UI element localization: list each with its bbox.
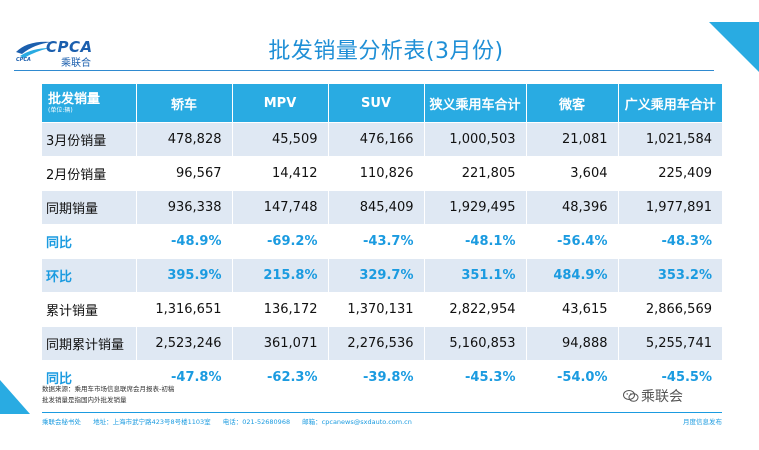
- table-cell: 110,826: [327, 156, 424, 191]
- table-cell: 225,409: [617, 156, 722, 191]
- column-header: MPV: [231, 84, 328, 123]
- table-cell: 1,370,131: [327, 292, 424, 327]
- table-row: 同比 -48.9% -69.2% -43.7% -48.1% -56.4% -4…: [42, 224, 722, 259]
- row-label: 同期销量: [42, 190, 136, 225]
- table-cell: 94,888: [525, 326, 618, 361]
- table-cell: 2,866,569: [617, 292, 722, 327]
- table-cell: 2,822,954: [423, 292, 526, 327]
- column-header: 广义乘用车合计: [617, 84, 722, 123]
- row-label: 同比: [42, 360, 136, 394]
- table-cell: 478,828: [135, 122, 232, 157]
- column-header: SUV: [327, 84, 424, 123]
- cpca-logo: CPCA 乘联合 CPCA: [14, 38, 116, 69]
- table-notes: 数据来源：乘用车市场信息联席会月报表-初稿 批发销量是指国内外批发销量: [42, 384, 174, 406]
- wholesale-sales-table: 批发销量 (单位:辆) 轿车 MPV SUV 狭义乘用车合计 微客 广义乘用车合…: [42, 84, 722, 394]
- table-cell: 96,567: [135, 156, 232, 191]
- table-cell: -47.8%: [135, 360, 232, 394]
- footer-right-text: 月度信息发布: [683, 418, 722, 426]
- table-cell: -48.3%: [617, 224, 722, 259]
- row-label: 累计销量: [42, 292, 136, 327]
- footer-org: 乘联会秘书处: [42, 418, 81, 426]
- logo-cn-text: 乘联合: [61, 58, 91, 69]
- table-cell: -62.3%: [231, 360, 328, 394]
- table-cell: 43,615: [525, 292, 618, 327]
- table-cell: 5,160,853: [423, 326, 526, 361]
- table-header-row: 批发销量 (单位:辆) 轿车 MPV SUV 狭义乘用车合计 微客 广义乘用车合…: [42, 84, 722, 123]
- table-cell: 845,409: [327, 190, 424, 225]
- footer-email: 邮箱：cpcanews@sxdauto.com.cn: [302, 418, 412, 426]
- table-cell: 5,255,741: [617, 326, 722, 361]
- page-title: 批发销量分析表(3月份): [268, 39, 504, 64]
- header-label: 批发销量: [48, 91, 101, 107]
- table-cell: -48.1%: [423, 224, 526, 259]
- definition-note: 批发销量是指国内外批发销量: [42, 396, 127, 404]
- footer-phone: 电话：021-52680968: [222, 418, 291, 426]
- table-cell: 14,412: [231, 156, 328, 191]
- table-cell: -43.7%: [327, 224, 424, 259]
- footer-divider: [42, 412, 722, 413]
- table-cell: 215.8%: [231, 258, 328, 293]
- header-label-cell: 批发销量 (单位:辆): [42, 84, 136, 123]
- table-row: 同比 -47.8% -62.3% -39.8% -45.3% -54.0% -4…: [42, 360, 722, 394]
- table-cell: 1,316,651: [135, 292, 232, 327]
- table-cell: 353.2%: [617, 258, 722, 293]
- table-cell: 1,929,495: [423, 190, 526, 225]
- table-cell: 2,523,246: [135, 326, 232, 361]
- row-label: 环比: [42, 258, 136, 293]
- wechat-icon: [623, 390, 639, 402]
- table-cell: 1,021,584: [617, 122, 722, 157]
- table-cell: 1,977,891: [617, 190, 722, 225]
- table-row: 环比 395.9% 215.8% 329.7% 351.1% 484.9% 35…: [42, 258, 722, 293]
- table-cell: -45.3%: [423, 360, 526, 394]
- table-cell: 476,166: [327, 122, 424, 157]
- data-source-note: 数据来源：乘用车市场信息联席会月报表-初稿: [42, 385, 175, 393]
- table-cell: 329.7%: [327, 258, 424, 293]
- table-cell: 361,071: [231, 326, 328, 361]
- footer-address: 地址：上海市武宁路423号8号楼1103室: [93, 418, 211, 426]
- table-cell: -56.4%: [525, 224, 618, 259]
- row-label: 2月份销量: [42, 156, 136, 191]
- row-label: 同比: [42, 224, 136, 259]
- table-cell: 136,172: [231, 292, 328, 327]
- title-divider: [14, 70, 714, 71]
- logo-brand: CPCA: [46, 38, 93, 56]
- table-cell: -48.9%: [135, 224, 232, 259]
- table-cell: -69.2%: [231, 224, 328, 259]
- table-cell: 2,276,536: [327, 326, 424, 361]
- row-label: 同期累计销量: [42, 326, 136, 361]
- table-row: 同期累计销量 2,523,246 361,071 2,276,536 5,160…: [42, 326, 722, 361]
- table-cell: 484.9%: [525, 258, 618, 293]
- table-cell: 221,805: [423, 156, 526, 191]
- watermark: 乘联会: [623, 386, 683, 406]
- table-cell: 1,000,503: [423, 122, 526, 157]
- table-cell: 351.1%: [423, 258, 526, 293]
- table-cell: -39.8%: [327, 360, 424, 394]
- column-header: 轿车: [135, 84, 232, 123]
- row-label: 3月份销量: [42, 122, 136, 157]
- table-cell: 147,748: [231, 190, 328, 225]
- table-cell: -54.0%: [525, 360, 618, 394]
- table-row: 2月份销量 96,567 14,412 110,826 221,805 3,60…: [42, 156, 722, 191]
- bottom-left-triangle-icon: [0, 380, 30, 414]
- table-cell: 936,338: [135, 190, 232, 225]
- column-header: 狭义乘用车合计: [423, 84, 526, 123]
- table-cell: 21,081: [525, 122, 618, 157]
- table-row: 同期销量 936,338 147,748 845,409 1,929,495 4…: [42, 190, 722, 225]
- table-cell: -45.5%: [617, 360, 722, 394]
- table-row: 累计销量 1,316,651 136,172 1,370,131 2,822,9…: [42, 292, 722, 327]
- table-cell: 45,509: [231, 122, 328, 157]
- table-cell: 395.9%: [135, 258, 232, 293]
- table-cell: 48,396: [525, 190, 618, 225]
- column-header: 微客: [525, 84, 618, 123]
- corner-triangle-icon: [709, 22, 759, 72]
- table-cell: 3,604: [525, 156, 618, 191]
- header-unit: (单位:辆): [48, 106, 73, 114]
- logo-en-text: CPCA: [16, 57, 31, 63]
- table-row: 3月份销量 478,828 45,509 476,166 1,000,503 2…: [42, 122, 722, 157]
- watermark-text: 乘联会: [641, 389, 683, 405]
- logo-swoosh-icon: [16, 41, 52, 58]
- footer: 乘联会秘书处 地址：上海市武宁路423号8号楼1103室 电话：021-5268…: [42, 416, 722, 426]
